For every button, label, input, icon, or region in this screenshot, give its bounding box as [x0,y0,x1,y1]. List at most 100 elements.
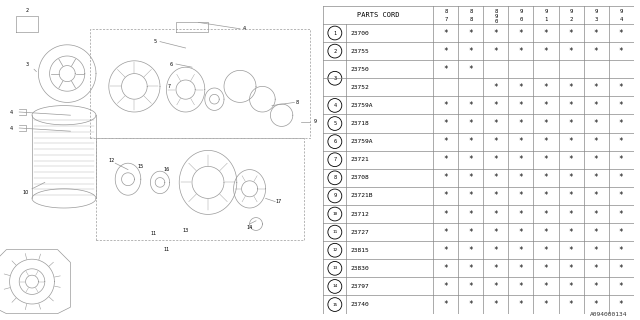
Text: 3: 3 [333,76,337,81]
Text: 14: 14 [332,284,337,288]
Text: *: * [544,119,548,128]
Text: 23740: 23740 [350,302,369,307]
Text: *: * [493,246,499,255]
Text: 5: 5 [154,39,157,44]
Text: *: * [493,191,499,200]
Text: *: * [544,137,548,146]
Text: 14: 14 [246,225,253,230]
Text: 12: 12 [109,157,115,163]
Text: 23700: 23700 [350,30,369,36]
Text: 23755: 23755 [350,49,369,54]
Text: 23797: 23797 [350,284,369,289]
Text: 23721: 23721 [350,157,369,162]
Text: *: * [594,210,598,219]
Text: *: * [493,83,499,92]
Text: *: * [444,282,448,291]
Text: *: * [493,47,499,56]
Text: 10: 10 [22,189,29,195]
Text: *: * [493,119,499,128]
Text: 4: 4 [620,17,623,21]
Text: *: * [444,210,448,219]
Text: *: * [569,282,573,291]
Text: *: * [518,228,524,236]
Text: 3: 3 [595,17,598,21]
Text: *: * [544,210,548,219]
Text: *: * [594,47,598,56]
Text: *: * [468,210,473,219]
Text: 9: 9 [314,119,317,124]
Text: *: * [518,137,524,146]
Text: 4: 4 [10,125,13,131]
Text: *: * [444,228,448,236]
Text: 23752: 23752 [350,85,369,90]
Text: *: * [444,65,448,74]
Text: 9: 9 [595,9,598,14]
Text: 3: 3 [26,61,29,67]
Text: *: * [444,28,448,37]
Text: *: * [518,119,524,128]
Text: *: * [444,300,448,309]
Text: 9: 9 [545,9,548,14]
Text: *: * [493,264,499,273]
Text: 7: 7 [444,17,447,21]
Text: *: * [493,137,499,146]
Text: *: * [569,119,573,128]
Text: *: * [493,101,499,110]
Text: 7: 7 [168,84,171,89]
Text: *: * [619,246,623,255]
Text: *: * [518,246,524,255]
Text: *: * [619,47,623,56]
Text: 5: 5 [333,121,337,126]
Text: 9: 9 [620,9,623,14]
Text: *: * [569,246,573,255]
Text: *: * [594,228,598,236]
Text: *: * [619,228,623,236]
Text: *: * [493,282,499,291]
Text: *: * [569,173,573,182]
Text: *: * [444,246,448,255]
Text: 15: 15 [332,302,337,307]
Text: *: * [444,119,448,128]
Text: 23708: 23708 [350,175,369,180]
Text: *: * [619,101,623,110]
Text: 7: 7 [333,157,337,162]
Text: 6: 6 [170,61,173,67]
Text: *: * [468,300,473,309]
Text: *: * [468,101,473,110]
Text: 15: 15 [138,164,144,169]
Text: *: * [594,28,598,37]
Text: *: * [468,228,473,236]
Text: *: * [518,210,524,219]
Text: 12: 12 [332,248,337,252]
Text: 8: 8 [444,9,447,14]
Text: *: * [569,101,573,110]
Text: *: * [444,173,448,182]
Text: *: * [468,155,473,164]
Text: *: * [518,101,524,110]
Text: *: * [594,264,598,273]
Text: 23712: 23712 [350,212,369,217]
Text: 10: 10 [332,212,337,216]
Text: *: * [544,28,548,37]
Text: *: * [569,83,573,92]
Text: *: * [468,65,473,74]
Text: *: * [619,173,623,182]
Text: *: * [468,28,473,37]
Text: 8: 8 [469,17,472,21]
Text: 4: 4 [243,26,246,31]
Text: 2: 2 [26,8,29,13]
Text: *: * [468,264,473,273]
Text: *: * [594,300,598,309]
Text: *: * [493,228,499,236]
Text: *: * [594,173,598,182]
Text: *: * [594,191,598,200]
Text: *: * [493,300,499,309]
Text: *: * [594,155,598,164]
Text: 0: 0 [519,17,523,21]
Text: 16: 16 [163,167,170,172]
Text: *: * [544,155,548,164]
Text: 9: 9 [570,9,573,14]
Text: *: * [569,264,573,273]
Text: *: * [518,264,524,273]
Text: 23721B: 23721B [350,193,372,198]
